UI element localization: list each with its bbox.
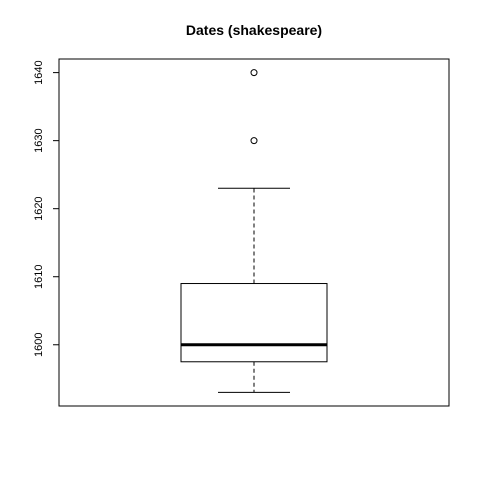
y-tick-label: 1600: [33, 333, 45, 357]
y-axis: 1600 1610 1620 1630 1640: [33, 60, 60, 357]
box-group: [180, 69, 328, 393]
iqr-box: [180, 283, 328, 363]
y-tick-label: 1610: [33, 264, 45, 288]
outlier-point: [250, 69, 258, 77]
y-tick-label: 1640: [33, 60, 45, 84]
outlier-point: [250, 137, 258, 145]
chart-title: Dates (shakespeare): [186, 22, 322, 38]
y-tick-label: 1630: [33, 128, 45, 152]
y-tick-label: 1620: [33, 196, 45, 220]
